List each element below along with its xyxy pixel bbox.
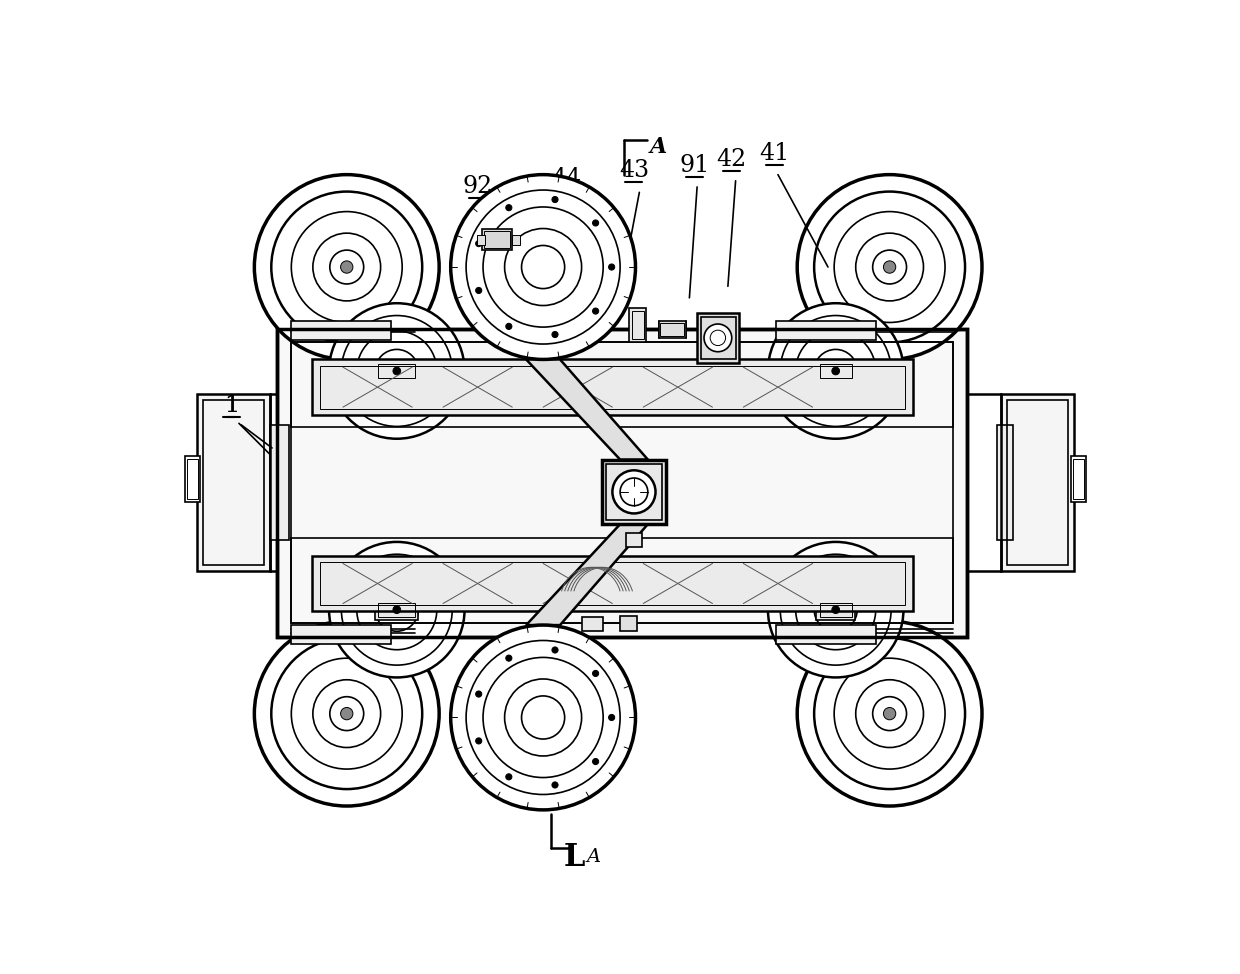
Bar: [820, 364, 852, 378]
Bar: [820, 603, 852, 617]
Bar: [606, 465, 662, 519]
Bar: [291, 343, 952, 622]
Bar: [660, 323, 684, 336]
Bar: [816, 361, 854, 381]
Circle shape: [476, 691, 482, 697]
Circle shape: [506, 773, 512, 780]
Circle shape: [797, 621, 982, 806]
Bar: [776, 320, 875, 340]
Circle shape: [593, 670, 599, 677]
Circle shape: [552, 331, 558, 338]
Circle shape: [393, 606, 401, 614]
Circle shape: [609, 714, 615, 721]
Bar: [278, 328, 967, 637]
Bar: [291, 538, 952, 622]
Circle shape: [552, 197, 558, 203]
Bar: [187, 459, 198, 499]
Circle shape: [832, 606, 839, 614]
Circle shape: [593, 308, 599, 315]
Circle shape: [883, 707, 895, 720]
Text: 91: 91: [680, 154, 711, 177]
Circle shape: [476, 241, 482, 246]
Bar: [1001, 394, 1074, 571]
Text: 44: 44: [551, 167, 582, 190]
Bar: [620, 616, 637, 631]
Bar: [291, 625, 392, 645]
Circle shape: [704, 324, 732, 352]
Circle shape: [797, 174, 982, 359]
Circle shape: [254, 621, 439, 806]
Bar: [312, 359, 913, 415]
Bar: [1007, 400, 1068, 565]
Circle shape: [476, 738, 482, 744]
Bar: [278, 328, 967, 637]
Bar: [512, 235, 520, 245]
Bar: [197, 394, 270, 571]
Bar: [630, 308, 646, 343]
Bar: [481, 229, 512, 250]
Circle shape: [506, 205, 512, 210]
Bar: [378, 603, 414, 617]
Circle shape: [593, 220, 599, 226]
Bar: [601, 460, 666, 524]
Bar: [697, 314, 739, 363]
Circle shape: [476, 287, 482, 293]
Circle shape: [768, 542, 904, 678]
Bar: [1073, 459, 1084, 499]
Circle shape: [329, 303, 465, 438]
Text: 92: 92: [463, 174, 492, 198]
Bar: [776, 625, 875, 645]
Circle shape: [609, 264, 615, 270]
Text: 43: 43: [619, 160, 649, 182]
Bar: [1070, 456, 1086, 502]
Circle shape: [329, 542, 465, 678]
Text: L: L: [563, 843, 584, 874]
Circle shape: [254, 174, 439, 359]
Bar: [203, 400, 264, 565]
Circle shape: [832, 367, 839, 375]
Circle shape: [506, 323, 512, 329]
Circle shape: [883, 261, 895, 273]
Bar: [378, 364, 414, 378]
Circle shape: [450, 174, 635, 359]
Bar: [816, 600, 854, 619]
Text: 1: 1: [223, 394, 239, 417]
Circle shape: [450, 625, 635, 809]
Circle shape: [341, 707, 353, 720]
Bar: [185, 456, 201, 502]
Bar: [291, 343, 952, 428]
Circle shape: [552, 647, 558, 654]
Bar: [376, 600, 418, 619]
Bar: [320, 562, 905, 605]
Bar: [477, 235, 485, 245]
Bar: [582, 618, 603, 631]
Bar: [631, 311, 644, 339]
Text: 41: 41: [759, 141, 789, 165]
Bar: [701, 318, 735, 359]
Bar: [626, 533, 641, 546]
Polygon shape: [526, 524, 647, 625]
Bar: [291, 320, 392, 340]
Circle shape: [768, 303, 904, 438]
Text: 1: 1: [223, 394, 239, 417]
Circle shape: [593, 759, 599, 765]
Bar: [312, 556, 913, 612]
Bar: [997, 425, 1013, 541]
Text: A: A: [587, 848, 600, 867]
Bar: [658, 320, 686, 338]
Bar: [376, 361, 418, 381]
Circle shape: [393, 367, 401, 375]
Bar: [484, 231, 510, 247]
Text: 42: 42: [717, 148, 746, 170]
Text: A: A: [650, 136, 667, 158]
Bar: [270, 425, 289, 541]
Polygon shape: [526, 359, 647, 460]
Circle shape: [613, 470, 656, 513]
Circle shape: [552, 782, 558, 788]
Bar: [320, 365, 905, 409]
Circle shape: [506, 656, 512, 661]
Circle shape: [341, 261, 353, 273]
